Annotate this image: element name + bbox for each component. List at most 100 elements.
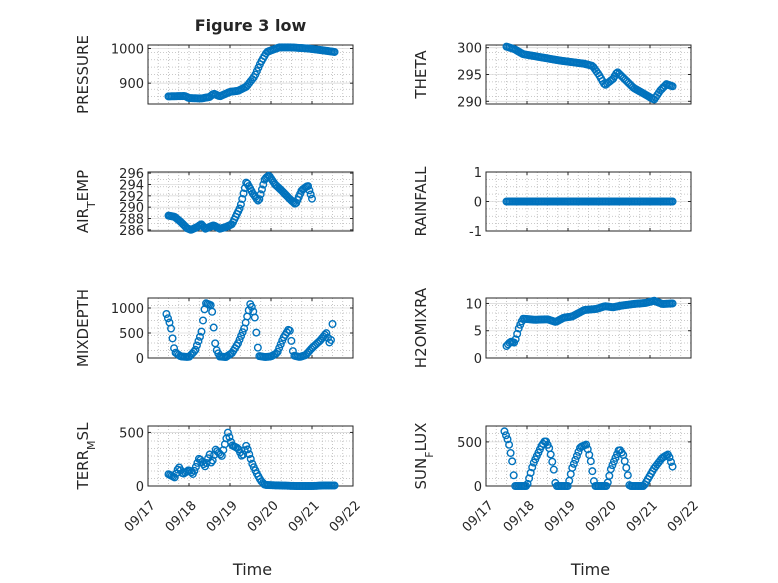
data-point — [568, 463, 577, 472]
data-point — [245, 450, 254, 459]
data-point — [237, 331, 246, 340]
data-point — [209, 323, 218, 332]
data-point — [247, 302, 256, 311]
y-axis-label: RAINFALL — [412, 166, 430, 237]
y-tick-label: 300 — [457, 42, 482, 57]
subplot-theta: 290 295 300 THETA — [412, 42, 692, 110]
y-axis-label: THETA — [412, 50, 430, 100]
data-point — [586, 457, 595, 466]
y-tick-label: 900 — [119, 77, 144, 92]
data-point — [622, 463, 631, 472]
y-tick-label: 500 — [119, 426, 144, 441]
x-axis-label: Time — [570, 560, 610, 579]
data-point — [250, 313, 259, 322]
data-point — [197, 327, 206, 336]
data-point — [513, 329, 522, 338]
data-point — [571, 455, 580, 464]
data-point — [308, 194, 317, 203]
y-axis-label: H2OMIXRA — [412, 287, 430, 368]
data-point — [239, 189, 248, 198]
data-point — [668, 197, 677, 206]
data-point — [322, 329, 331, 338]
data-point — [623, 471, 632, 480]
y-label-subscript: F — [423, 451, 436, 457]
y-tick-label: 500 — [457, 436, 482, 451]
data-point — [167, 324, 176, 333]
y-tick-label: 0 — [136, 352, 144, 367]
data-points — [164, 171, 317, 234]
data-point — [508, 457, 517, 466]
data-points — [502, 197, 677, 206]
y-label-tail: LUX — [412, 423, 430, 452]
y-tick-label: 290 — [119, 201, 144, 216]
data-point — [275, 344, 284, 353]
data-point — [194, 337, 203, 346]
y-axis-label: SUNFLUX — [412, 423, 436, 490]
data-point — [235, 335, 244, 344]
subplot-pressure: 900 1000 PRESSURE Figure 3 low — [74, 16, 354, 114]
data-point — [223, 428, 232, 437]
data-point — [588, 467, 597, 476]
data-points — [500, 427, 677, 491]
y-tick-label: 10 — [465, 297, 482, 312]
y-tick-label: 0 — [474, 480, 482, 495]
y-label-subscript: M — [85, 440, 98, 450]
data-point — [276, 340, 285, 349]
x-tick-label: 09/21 — [624, 498, 661, 535]
data-point — [528, 463, 537, 472]
data-point — [195, 332, 204, 341]
x-tick-label: 09/20 — [583, 498, 620, 535]
x-tick-label: 09/19 — [204, 498, 241, 535]
data-point — [304, 182, 313, 191]
data-point — [569, 459, 578, 468]
y-tick-label: 292 — [119, 190, 144, 205]
y-axis-label: AIRTEMP — [74, 170, 98, 233]
axes-border — [147, 425, 354, 487]
data-point — [563, 482, 572, 491]
x-tick-label: 09/20 — [245, 498, 282, 535]
data-point — [548, 457, 557, 466]
data-point — [522, 482, 531, 491]
data-point — [253, 343, 262, 352]
data-point — [189, 347, 198, 356]
data-point — [192, 341, 201, 350]
data-point — [611, 453, 620, 462]
subplot-rainfall: -1 0 1 RAINFALL — [412, 166, 692, 240]
y-label-main: TERR — [74, 450, 92, 491]
data-point — [170, 473, 179, 482]
data-point — [668, 82, 677, 91]
x-tick-label: 09/18 — [501, 498, 538, 535]
data-point — [549, 465, 558, 474]
x-tick-label: 09/21 — [286, 498, 323, 535]
y-tick-label: 1000 — [111, 302, 144, 317]
data-point — [503, 435, 512, 444]
data-point — [306, 190, 315, 199]
data-point — [665, 453, 674, 462]
data-point — [328, 320, 337, 329]
y-label-main: MIXDEPTH — [74, 289, 92, 367]
data-point — [259, 180, 268, 189]
y-tick-label: 1 — [474, 166, 482, 181]
data-point — [609, 457, 618, 466]
y-label-tail: EMP — [74, 170, 92, 201]
data-points — [502, 296, 677, 351]
data-point — [208, 307, 217, 316]
data-point — [505, 440, 514, 449]
y-tick-label: 286 — [119, 224, 144, 239]
data-point — [606, 465, 615, 474]
axes-border — [485, 297, 692, 359]
axes-border — [147, 171, 354, 232]
data-point — [256, 190, 265, 199]
y-label-main: SUN — [412, 458, 430, 490]
y-tick-label: 295 — [457, 69, 482, 84]
axes-border — [147, 44, 354, 105]
data-point — [238, 194, 247, 203]
y-label-subscript: T — [85, 201, 98, 209]
data-point — [207, 458, 216, 467]
data-point — [252, 328, 261, 337]
data-point — [205, 450, 214, 459]
axes-border — [147, 297, 354, 359]
y-tick-label: 290 — [457, 95, 482, 110]
x-tick-label: 09/17 — [460, 498, 497, 535]
